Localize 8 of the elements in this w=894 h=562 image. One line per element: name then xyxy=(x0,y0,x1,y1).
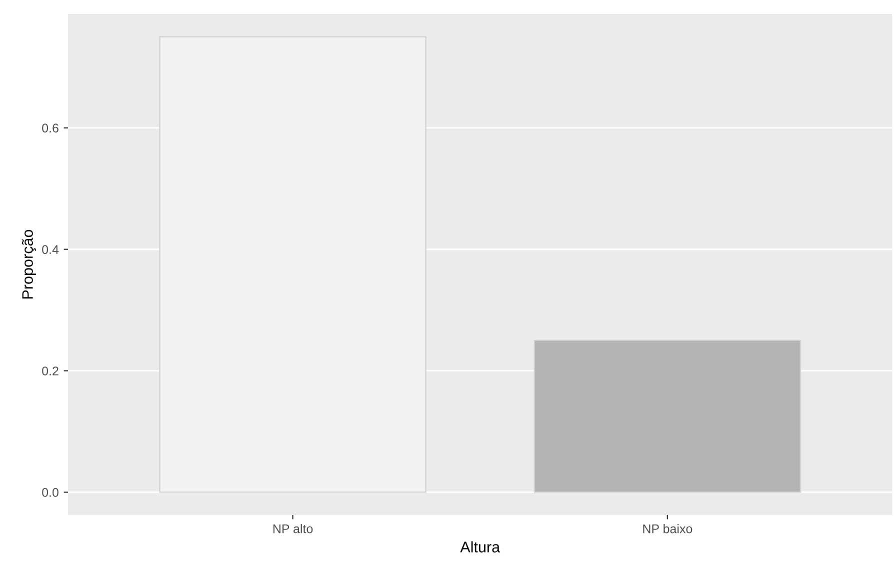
x-axis-title: Altura xyxy=(460,541,500,552)
y-tick-label: 0.6 xyxy=(42,124,58,133)
y-tick-label: 0.4 xyxy=(42,245,59,254)
y-tick-label: 0.2 xyxy=(42,366,58,376)
y-axis-title: Proporção xyxy=(22,230,36,298)
x-tick-label: NP baixo xyxy=(643,524,692,534)
y-tick-label: 0.0 xyxy=(42,488,58,497)
x-tick-label: NP alto xyxy=(273,524,313,534)
